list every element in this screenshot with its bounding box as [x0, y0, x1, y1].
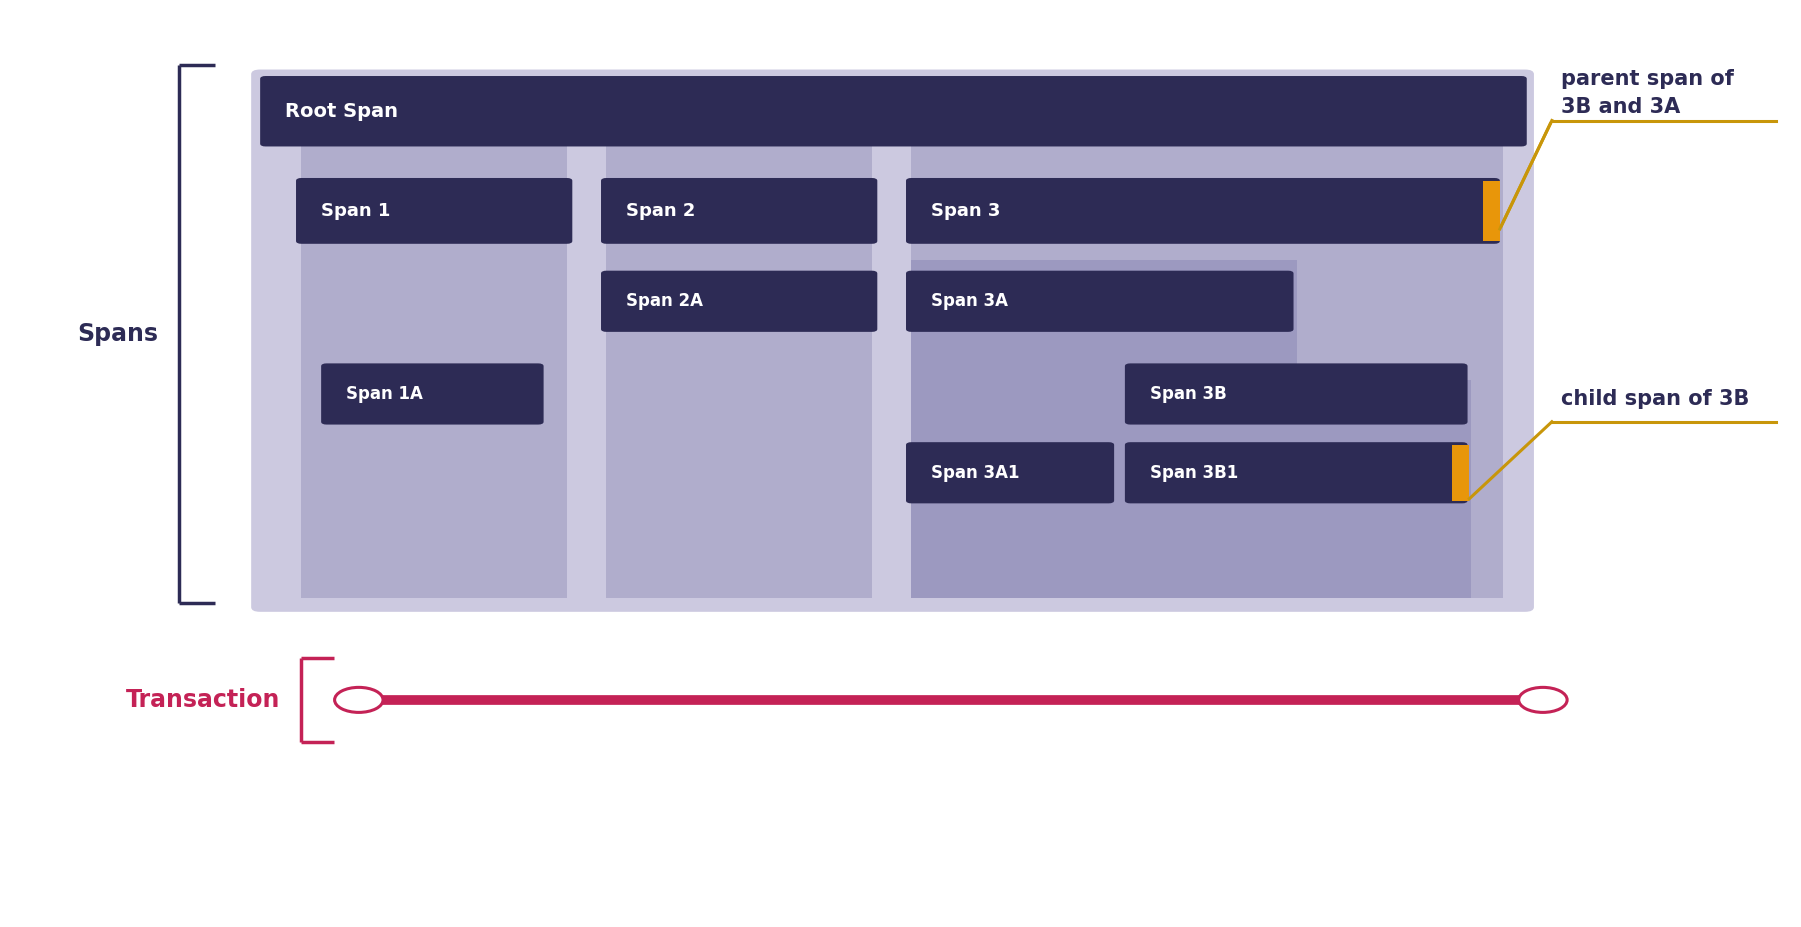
Text: Span 3: Span 3	[931, 202, 1001, 220]
FancyBboxPatch shape	[906, 271, 1293, 332]
FancyBboxPatch shape	[906, 178, 1500, 244]
Bar	[911, 260, 1297, 598]
Text: Span 1: Span 1	[321, 202, 391, 220]
Bar	[1122, 380, 1471, 598]
Text: Span 3A: Span 3A	[931, 292, 1009, 311]
FancyBboxPatch shape	[295, 178, 573, 244]
Text: Span 3B1: Span 3B1	[1151, 464, 1239, 482]
Text: parent span of
3B and 3A: parent span of 3B and 3A	[1561, 69, 1734, 117]
Bar	[607, 144, 872, 598]
Bar	[301, 144, 567, 598]
Text: Spans: Spans	[77, 322, 158, 346]
Circle shape	[335, 688, 384, 712]
Text: Span 3B: Span 3B	[1151, 385, 1226, 403]
FancyBboxPatch shape	[906, 442, 1115, 503]
Text: Root Span: Root Span	[285, 102, 398, 121]
Text: Span 1A: Span 1A	[346, 385, 423, 403]
FancyBboxPatch shape	[602, 178, 877, 244]
Bar	[911, 144, 1504, 598]
FancyBboxPatch shape	[1126, 442, 1468, 503]
Bar	[1452, 445, 1470, 501]
Text: Span 2: Span 2	[627, 202, 695, 220]
Text: Span 2A: Span 2A	[627, 292, 702, 311]
FancyBboxPatch shape	[250, 70, 1534, 612]
Circle shape	[1518, 688, 1567, 712]
Text: Span 3A1: Span 3A1	[931, 464, 1019, 482]
Text: child span of 3B: child span of 3B	[1561, 388, 1749, 409]
Bar	[1482, 181, 1500, 241]
FancyBboxPatch shape	[602, 271, 877, 332]
FancyBboxPatch shape	[1126, 363, 1468, 425]
FancyBboxPatch shape	[321, 363, 544, 425]
Text: Transaction: Transaction	[126, 688, 279, 712]
FancyBboxPatch shape	[259, 76, 1527, 146]
